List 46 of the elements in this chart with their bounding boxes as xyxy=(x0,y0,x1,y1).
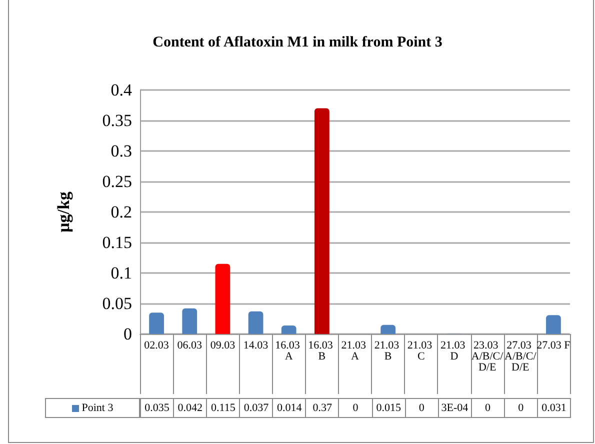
y-tick-label: 0.2 xyxy=(110,202,132,222)
y-tick-label: 0.4 xyxy=(110,80,132,100)
data-label: 0.035 xyxy=(140,398,174,418)
data-label: 0.037 xyxy=(239,398,274,418)
data-label: 0.042 xyxy=(173,398,208,418)
bar xyxy=(380,324,396,334)
x-tick-label: 21.03 C xyxy=(407,340,435,362)
data-label: 0.37 xyxy=(305,398,340,418)
x-tick-label: 21.03 B xyxy=(374,340,402,362)
bar xyxy=(314,108,330,334)
x-tick-label: 27.03 F xyxy=(536,340,570,352)
data-label: 3E-04 xyxy=(438,398,472,418)
bar xyxy=(546,315,561,334)
y-tick-label: 0.15 xyxy=(102,233,132,252)
y-tick-label: 0 xyxy=(124,324,132,344)
x-tick-label: 21.03 D xyxy=(440,340,468,362)
bar xyxy=(281,325,296,334)
data-label: 0.015 xyxy=(372,398,406,418)
data-label: 0.115 xyxy=(206,398,240,418)
data-label: 0 xyxy=(470,398,505,418)
x-tick-label: 14.03 xyxy=(243,340,269,352)
chart-title: Content of Aflatoxin M1 in milk from Point 3 xyxy=(152,34,442,50)
y-tick-label: 0.05 xyxy=(102,294,132,313)
data-label: 0.031 xyxy=(536,398,571,418)
bar xyxy=(149,312,164,334)
y-tick-label: 0.1 xyxy=(110,264,132,282)
x-tick-label: 02.03 xyxy=(144,340,170,352)
data-label: 0 xyxy=(404,398,439,418)
x-tick-label: 23.03 A/B/C/D/E xyxy=(471,340,504,374)
bar xyxy=(215,264,230,334)
y-tick-label: 0.25 xyxy=(102,172,132,191)
x-tick-label: 06.03 xyxy=(177,340,202,352)
x-tick-label: 09.03 xyxy=(210,340,236,352)
legend-label: Point 3 xyxy=(82,402,114,414)
bar xyxy=(182,308,198,334)
y-axis-title: μg/kg xyxy=(54,191,73,232)
data-label: 0 xyxy=(504,398,538,418)
x-tick-label: 21.03 A xyxy=(341,340,369,362)
data-label: 0.014 xyxy=(272,398,306,418)
y-tick-label: 0.3 xyxy=(110,142,132,160)
y-tick-label: 0.35 xyxy=(102,111,132,130)
bar xyxy=(248,311,264,334)
x-tick-label: 16.03 B xyxy=(308,340,336,362)
data-label: 0 xyxy=(338,398,373,418)
x-tick-label: 27.03 A/B/C/D/E xyxy=(504,340,538,374)
x-tick-label: 16.03 A xyxy=(275,340,303,362)
